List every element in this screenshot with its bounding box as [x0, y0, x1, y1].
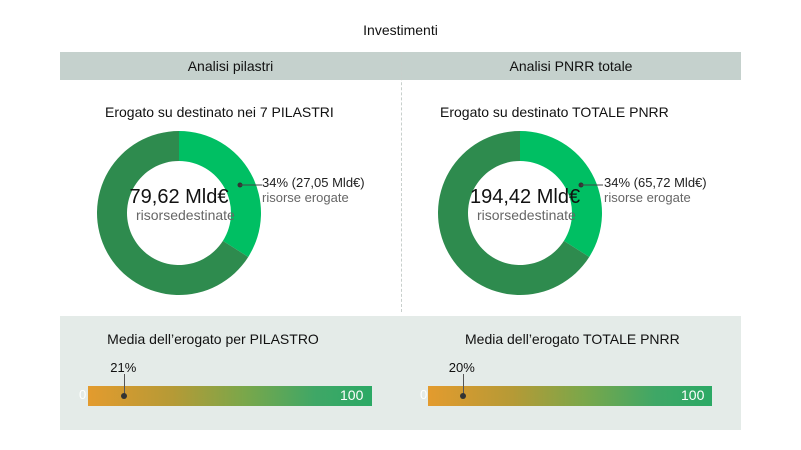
gauge-marker-pilastro	[121, 393, 128, 399]
gauge-marker-pnrr	[459, 393, 466, 399]
column-divider	[401, 52, 402, 312]
gauge-pointer-stem	[124, 374, 126, 394]
header-analisi-pnrr: Analisi PNRR totale	[401, 52, 741, 80]
gauge-min-label: 0	[420, 387, 428, 402]
annotation-subtitle: risorse erogate	[262, 190, 349, 205]
gauge-max-label: 100	[340, 387, 364, 403]
donut-center-label-destinate: destinate	[519, 207, 576, 223]
header-right-label: Analisi PNRR totale	[509, 58, 633, 74]
donut-center-label-risorse: risorse	[136, 207, 179, 223]
gauge-band	[60, 316, 741, 430]
donut-slice-disbursed	[520, 131, 602, 257]
header-left-label: Analisi pilastri	[187, 58, 274, 74]
annotation-percent: 34% (27,05 Mld€)	[262, 175, 365, 190]
donut-center-label-destinate: destinate	[178, 207, 235, 223]
donut-chart-pilastri	[96, 131, 262, 295]
donut-title-pnrr: Erogato su destinato TOTALE PNRR	[440, 104, 669, 120]
donut-slice-disbursed	[179, 131, 261, 257]
gauge-track-pilastro	[88, 386, 372, 406]
page-title: Investimenti	[363, 22, 438, 38]
donut-chart-pnrr	[438, 131, 603, 295]
header-analisi-pilastri: Analisi pilastri	[60, 52, 401, 80]
gauge-title-pilastro: Media dell’erogato per PILASTRO	[107, 331, 319, 347]
donut-annotation-pnrr: 34% (65,72 Mld€) risorse erogate	[604, 175, 707, 205]
donut-slice-remaining	[96, 131, 249, 295]
gauge-min-label: 0	[79, 387, 87, 402]
donut-title-pilastri: Erogato su destinato nei 7 PILASTRI	[105, 104, 334, 120]
donut-center-value-pnrr: 194,42 Mld€	[470, 186, 581, 208]
gauge-title-pnrr: Media dell’erogato TOTALE PNRR	[465, 331, 680, 347]
donut-center-label-risorse: risorse	[477, 207, 520, 223]
gauge-track-pnrr	[428, 386, 712, 406]
gauge-pointer-stem	[462, 374, 464, 394]
annotation-percent: 34% (65,72 Mld€)	[604, 175, 707, 190]
annotation-subtitle: risorse erogate	[604, 190, 691, 205]
gauge-max-label: 100	[681, 387, 705, 403]
gauge-value-label-pnrr: 20%	[448, 360, 475, 375]
gauge-value-label-pilastro: 21%	[110, 360, 137, 375]
donut-annotation-pilastri: 34% (27,05 Mld€) risorse erogate	[262, 175, 365, 205]
donut-slice-remaining	[438, 131, 590, 295]
donut-center-value-pilastri: 79,62 Mld€	[129, 186, 229, 208]
